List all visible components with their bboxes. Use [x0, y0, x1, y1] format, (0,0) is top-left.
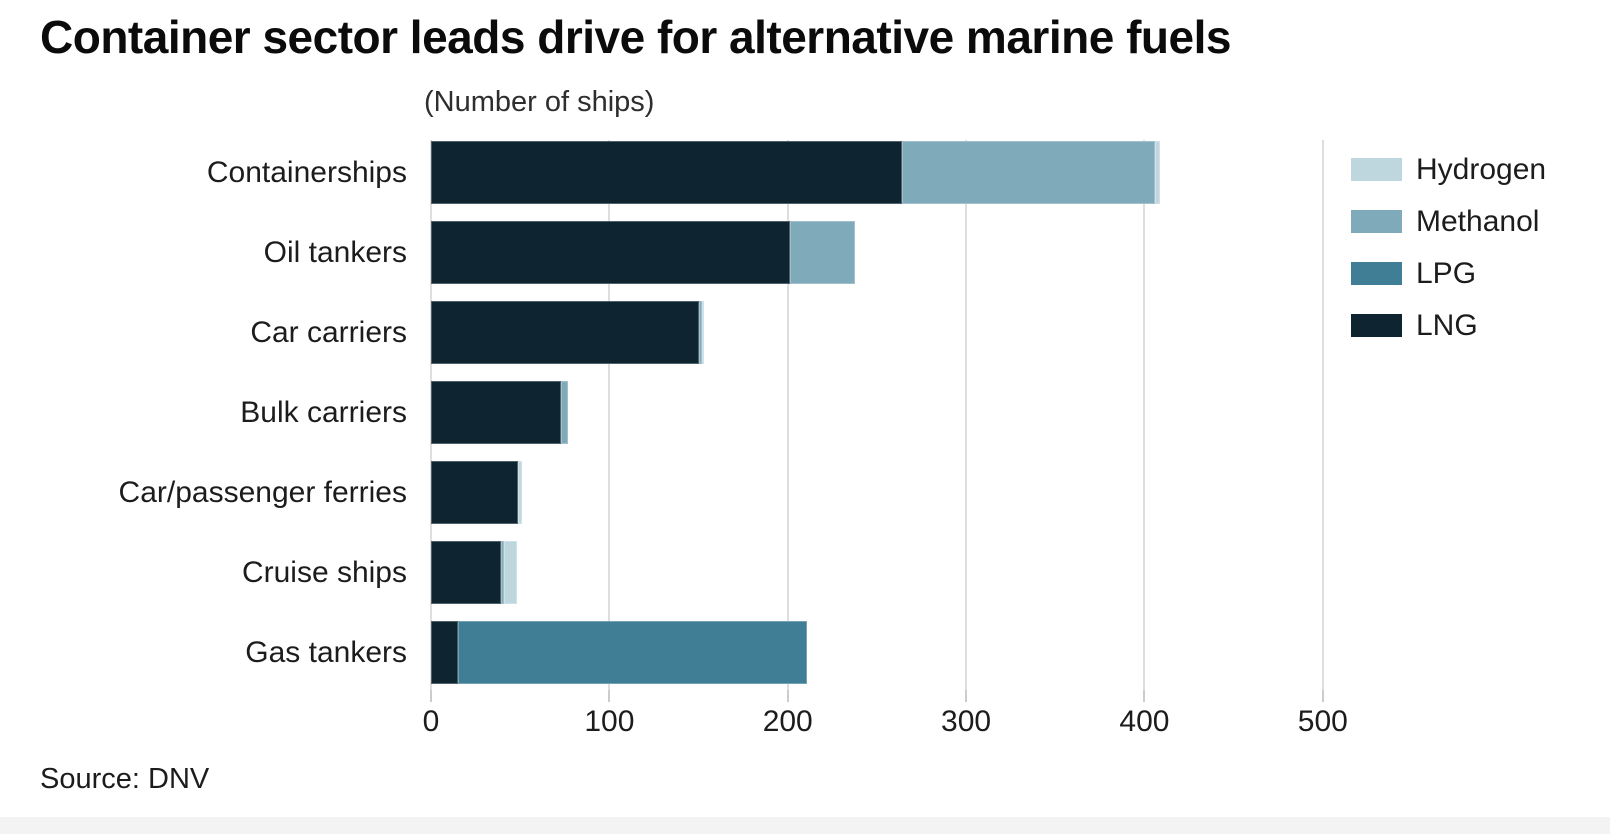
gridline-500 [1321, 140, 1324, 690]
bar-segment-hydrogen [518, 461, 522, 524]
legend: Hydrogen Methanol LPG LNG [1351, 154, 1546, 366]
bar-segment-lng [431, 221, 790, 284]
x-tick-label-500: 500 [1297, 705, 1348, 738]
bar-track [431, 621, 808, 684]
category-label: Car carriers [250, 315, 407, 349]
category-label: Cruise ships [241, 555, 407, 589]
chart-title: Container sector leads drive for alterna… [40, 11, 1231, 63]
category-label: Gas tankers [245, 635, 407, 669]
x-tick-label-200: 200 [762, 705, 813, 738]
bar-segment-hydrogen [702, 301, 704, 364]
bottom-strip [0, 817, 1610, 834]
gridline-300 [965, 140, 968, 690]
bar-segment-lng [431, 461, 519, 524]
x-tick-label-0: 0 [422, 705, 440, 738]
bar-segment-lng [431, 141, 902, 204]
gridline-200 [786, 140, 789, 690]
chart-subtitle: (Number of ships) [424, 86, 655, 118]
bar-segment-lng [431, 381, 562, 444]
bar-row: Oil tankers [0, 221, 1610, 284]
bar-segment-methanol [561, 381, 569, 444]
category-label: Car/passenger ferries [118, 475, 407, 509]
bar-segment-lng [431, 541, 501, 604]
bar-row: Car carriers [0, 301, 1610, 364]
bar-segment-lng [431, 621, 458, 684]
legend-swatch-lng [1351, 314, 1402, 337]
bar-track [431, 461, 522, 524]
plot-area: 0 100 200 300 400 500 Containerships Oil tanker… [0, 140, 1610, 738]
x-tick-100 [608, 690, 611, 702]
bar-segment-hydrogen [504, 541, 517, 604]
source-note: Source: DNV [40, 763, 210, 795]
x-tick-label-400: 400 [1119, 705, 1170, 738]
category-label: Oil tankers [263, 235, 407, 269]
gridline-100 [608, 140, 611, 690]
x-tick-500 [1321, 690, 1324, 702]
legend-item-lpg: LPG [1351, 258, 1546, 288]
x-tick-label-100: 100 [584, 705, 635, 738]
legend-label: LPG [1416, 256, 1477, 290]
bar-row: Bulk carriers [0, 381, 1610, 444]
x-tick-300 [965, 690, 968, 702]
legend-item-lng: LNG [1351, 310, 1546, 340]
bar-segment-lng [431, 301, 699, 364]
x-tick-200 [786, 690, 789, 702]
x-tick-400 [1143, 690, 1146, 702]
legend-swatch-hydrogen [1351, 158, 1402, 181]
bar-track [431, 541, 517, 604]
bar-segment-methanol [789, 221, 856, 284]
x-tick-label-300: 300 [941, 705, 992, 738]
bar-track [431, 141, 1161, 204]
bar-row: Containerships [0, 141, 1610, 204]
bar-track [431, 301, 704, 364]
bar-track [431, 381, 569, 444]
bar-segment-lpg [457, 621, 808, 684]
bar-row: Car/passenger ferries [0, 461, 1610, 524]
bar-segment-methanol [500, 541, 505, 604]
legend-item-hydrogen: Hydrogen [1351, 154, 1546, 184]
legend-label: Hydrogen [1416, 152, 1547, 186]
bar-segment-hydrogen [1155, 141, 1161, 204]
legend-item-methanol: Methanol [1351, 206, 1546, 236]
gridline-400 [1143, 140, 1146, 690]
legend-label: LNG [1416, 308, 1478, 342]
legend-label: Methanol [1416, 204, 1540, 238]
bar-row: Cruise ships [0, 541, 1610, 604]
category-label: Containerships [206, 155, 407, 189]
bar-segment-methanol [901, 141, 1156, 204]
bar-track [431, 221, 856, 284]
legend-swatch-lpg [1351, 262, 1402, 285]
legend-swatch-methanol [1351, 210, 1402, 233]
x-tick-0 [430, 690, 432, 702]
bar-row: Gas tankers [0, 621, 1610, 684]
bar-segment-methanol [698, 301, 703, 364]
category-label: Bulk carriers [240, 395, 407, 429]
